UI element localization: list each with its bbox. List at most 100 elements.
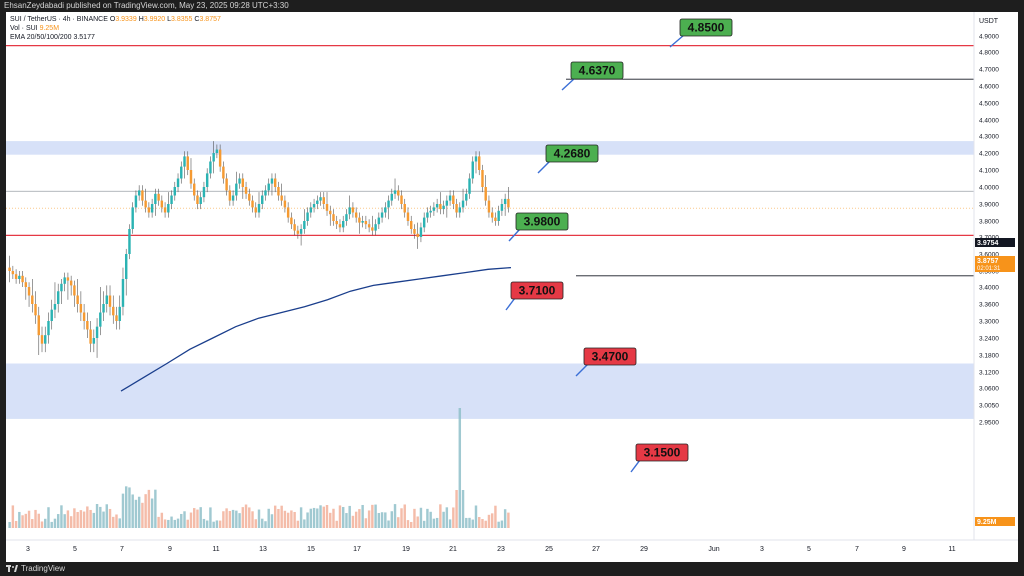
price-tag-value-2: 9.25M	[977, 519, 997, 526]
candle-44	[150, 204, 154, 213]
candle-75	[251, 200, 254, 208]
candle-128	[422, 217, 426, 228]
candle-23	[82, 312, 86, 321]
candle-11	[44, 335, 47, 344]
candle-46	[157, 193, 160, 201]
volume-bar-19	[69, 516, 73, 528]
candle-117	[387, 200, 390, 208]
volume-bar-105	[348, 505, 351, 528]
legend-open: O3.9339	[109, 16, 137, 23]
candle-144	[474, 156, 478, 162]
volume-bar-152	[500, 520, 504, 528]
chart-frame[interactable]: 4.8500 4.6370 4.2680 3.9800 3.7100 3.4700 3.15…	[6, 12, 1018, 562]
price-tag-value-0: 3.9754	[977, 240, 999, 247]
volume-bar-53	[180, 513, 183, 528]
candle-20	[73, 285, 76, 296]
candle-115	[380, 212, 384, 218]
candle-106	[351, 207, 355, 213]
candle-85	[283, 200, 287, 208]
candle-17	[63, 277, 66, 284]
candle-153	[503, 198, 507, 204]
level-badge-4	[510, 281, 564, 300]
volume-bar-2	[14, 520, 18, 528]
volume-bar-96	[319, 505, 322, 528]
y-tick-21: 3.0600	[979, 386, 999, 393]
candle-131	[432, 207, 436, 211]
volume-bar-61	[205, 520, 209, 528]
candle-97	[322, 197, 325, 204]
candle-56	[189, 170, 193, 184]
volume-bar-55	[186, 519, 189, 528]
candle-143	[471, 161, 474, 179]
volume-bar-11	[44, 518, 47, 528]
volume-bar-147	[484, 520, 487, 528]
volume-bar-69	[231, 509, 235, 528]
volume-bar-86	[286, 512, 290, 528]
price-tag-value-1: 3.8757	[977, 258, 999, 265]
candle-9	[37, 315, 40, 336]
volume-bar-83	[277, 508, 280, 528]
candle-89	[296, 230, 300, 234]
y-tick-1: 4.8000	[979, 50, 999, 57]
candle-47	[160, 200, 164, 208]
x-tick-6: 15	[307, 546, 315, 553]
volume-bar-111	[367, 510, 371, 528]
volume-bar-68	[228, 510, 232, 528]
volume-bar-64	[215, 520, 219, 528]
volume-bar-151	[497, 521, 500, 528]
volume-bar-84	[280, 505, 283, 528]
volume-bar-116	[384, 512, 387, 528]
x-tick-11: 25	[545, 546, 553, 553]
volume-bar-41	[141, 502, 144, 528]
candle-50	[170, 195, 173, 204]
volume-bar-48	[163, 519, 167, 528]
x-tick-18: 9	[902, 546, 906, 553]
y-tick-17: 3.3000	[979, 319, 999, 326]
y-tick-19: 3.1800	[979, 353, 999, 360]
candle-72	[241, 178, 245, 187]
volume-bar-101	[335, 520, 338, 528]
volume-bar-135	[445, 507, 449, 528]
legend-symbol-row: SUI / TetherUS · 4h · BINANCE O3.9339 H3…	[10, 15, 221, 24]
candle-88	[293, 224, 296, 231]
candle-70	[235, 183, 238, 196]
volume-bar-124	[410, 521, 413, 528]
volume-bar-17	[63, 514, 66, 528]
volume-bar-119	[393, 504, 397, 528]
candle-122	[403, 204, 406, 213]
volume-bar-95	[316, 508, 319, 528]
volume-bar-38	[131, 494, 134, 528]
price-chart[interactable]: 4.8500 4.6370 4.2680 3.9800 3.7100 3.4700 3.15…	[6, 12, 1018, 562]
candle-149	[490, 212, 494, 218]
volume-bar-132	[435, 517, 439, 528]
level-badge-1	[570, 61, 624, 80]
volume-bar-71	[238, 513, 241, 528]
volume-bar-120	[397, 517, 400, 528]
volume-bar-128	[422, 520, 426, 528]
volume-bar-32	[112, 516, 115, 528]
volume-bar-92	[306, 512, 309, 528]
volume-bar-58	[196, 509, 199, 528]
candle-154	[507, 198, 510, 208]
volume-bar-62	[209, 507, 212, 528]
candle-36	[124, 254, 128, 279]
candle-71	[238, 178, 241, 184]
y-tick-0: 4.9000	[979, 34, 999, 41]
candle-138	[455, 204, 458, 213]
volume-bar-134	[442, 511, 445, 528]
x-tick-17: 7	[855, 546, 859, 553]
candle-150	[494, 217, 497, 221]
volume-bar-3	[18, 511, 21, 528]
volume-bar-109	[361, 504, 364, 528]
level-label-4.8500: 4.8500	[669, 18, 733, 48]
ema-200-line	[120, 266, 512, 392]
volume-bar-74	[248, 507, 251, 528]
candle-37	[128, 229, 131, 254]
candle-110	[364, 221, 368, 225]
y-tick-8: 4.1000	[979, 168, 999, 175]
candle-0	[8, 267, 11, 271]
volume-bar-35	[121, 493, 125, 528]
candle-8	[34, 304, 37, 316]
candle-18	[66, 277, 70, 281]
candle-103	[341, 221, 345, 228]
